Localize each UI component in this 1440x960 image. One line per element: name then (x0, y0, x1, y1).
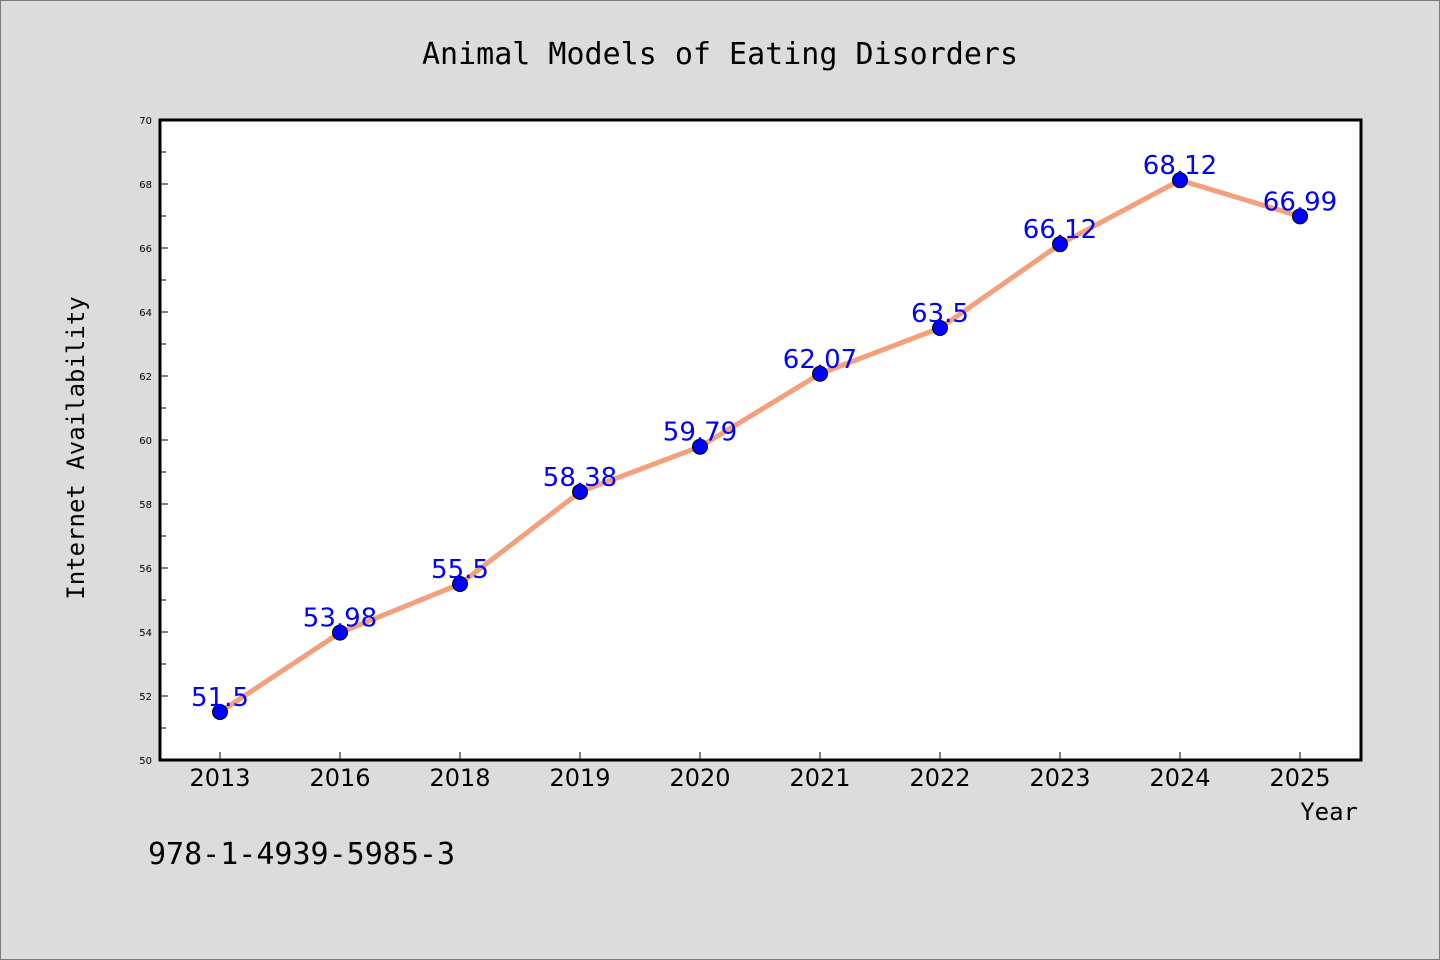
y-tick-label: 56 (139, 564, 152, 575)
x-axis: 2013 2016 2018 2019 2020 2021 2022 2023 2024 2025 (189, 752, 1331, 792)
y-tick-label: 50 (139, 756, 152, 767)
y-tick-label: 64 (139, 308, 152, 319)
y-tick-label: 54 (139, 628, 152, 639)
y-tick-label: 68 (139, 180, 152, 191)
data-point (1292, 208, 1308, 225)
data-labels-group: 51.5 53.98 55.5 58.38 59.79 62.07 63.5 66.12 68.… (191, 151, 1337, 713)
x-tick-label: 2016 (309, 764, 370, 792)
data-label: 53.98 (303, 604, 377, 634)
data-label: 58.38 (543, 463, 617, 493)
x-tick-label: 2020 (669, 764, 730, 792)
data-point (572, 483, 588, 500)
y-tick-label: 62 (139, 372, 152, 383)
data-point (332, 624, 348, 641)
data-point (692, 438, 708, 455)
data-label: 66.99 (1263, 187, 1337, 217)
x-tick-label: 2019 (549, 764, 610, 792)
data-point (452, 576, 468, 592)
y-tick-label: 70 (139, 116, 152, 127)
x-tick-label: 2018 (429, 764, 490, 792)
data-label: 55.5 (431, 555, 489, 585)
data-label: 51.5 (191, 683, 249, 713)
x-tick-label: 2023 (1029, 764, 1090, 792)
series-line (217, 177, 1303, 715)
chart-title: Animal Models of Eating Disorders (422, 37, 1018, 72)
data-label: 68.12 (1143, 151, 1217, 181)
x-tick-label: 2025 (1269, 764, 1330, 792)
y-tick-label: 66 (139, 244, 152, 255)
data-point (1052, 236, 1068, 253)
data-point (1172, 172, 1188, 189)
data-label: 63.5 (911, 299, 969, 329)
y-axis-label: Internet Availability (62, 296, 90, 599)
x-axis-label: Year (1300, 798, 1358, 826)
data-label: 59.79 (663, 418, 737, 448)
data-label: 62.07 (783, 345, 857, 375)
plot-area (158, 118, 1363, 762)
data-point (932, 320, 948, 336)
x-tick-label: 2013 (189, 764, 250, 792)
y-axis: 50 52 54 56 58 60 62 64 66 68 70 (139, 116, 168, 767)
x-tick-label: 2022 (909, 764, 970, 792)
data-label: 66.12 (1023, 215, 1097, 245)
isbn-text: 978-1-4939-5985-3 (148, 837, 455, 872)
markers-group (212, 172, 1308, 720)
data-point (212, 704, 228, 720)
series-line-group (217, 177, 1303, 715)
data-point (812, 365, 828, 382)
x-tick-label: 2021 (789, 764, 850, 792)
y-tick-label: 58 (139, 500, 152, 511)
y-tick-label: 52 (139, 692, 152, 703)
y-tick-label: 60 (139, 436, 152, 447)
x-tick-label: 2024 (1149, 764, 1210, 792)
